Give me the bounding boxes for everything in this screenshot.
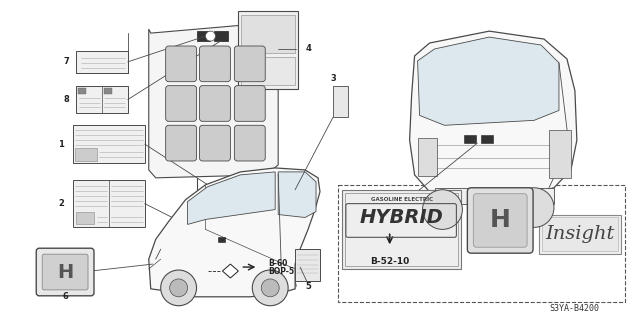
Text: B-52-10: B-52-10: [370, 257, 410, 266]
Text: B-60: B-60: [268, 259, 287, 268]
Circle shape: [205, 31, 216, 41]
Circle shape: [161, 270, 196, 306]
Bar: [549, 130, 571, 178]
Circle shape: [514, 188, 554, 228]
Bar: [218, 237, 225, 242]
Bar: [465, 135, 476, 143]
Text: 5: 5: [305, 282, 311, 292]
Polygon shape: [188, 172, 275, 224]
Text: 8: 8: [63, 95, 69, 104]
FancyBboxPatch shape: [42, 254, 88, 290]
Circle shape: [261, 279, 279, 297]
Bar: [539, 214, 621, 254]
Bar: [241, 15, 295, 53]
FancyBboxPatch shape: [166, 46, 196, 82]
Bar: [214, 31, 228, 41]
Text: 1: 1: [58, 140, 64, 148]
Bar: [76, 51, 128, 73]
FancyBboxPatch shape: [474, 194, 527, 247]
FancyBboxPatch shape: [234, 125, 265, 161]
Polygon shape: [278, 172, 316, 218]
FancyBboxPatch shape: [200, 46, 230, 82]
Text: 2: 2: [58, 199, 64, 208]
Bar: [333, 86, 348, 117]
Text: 3: 3: [330, 74, 336, 83]
Bar: [241, 57, 295, 85]
FancyBboxPatch shape: [166, 125, 196, 161]
Text: GASOLINE ELECTRIC: GASOLINE ELECTRIC: [371, 197, 433, 202]
Text: 4: 4: [306, 44, 312, 53]
Bar: [481, 135, 493, 143]
Polygon shape: [223, 264, 238, 278]
Bar: [76, 212, 94, 224]
Bar: [238, 11, 298, 89]
Bar: [73, 180, 145, 228]
Circle shape: [422, 190, 462, 229]
Text: S3YA-B4200: S3YA-B4200: [549, 304, 599, 313]
Bar: [73, 125, 145, 163]
Text: 6: 6: [62, 292, 68, 301]
Polygon shape: [148, 23, 278, 178]
Bar: [542, 218, 618, 251]
Circle shape: [252, 270, 288, 306]
Bar: [196, 31, 211, 41]
Bar: [338, 185, 625, 302]
Bar: [295, 249, 320, 281]
Circle shape: [170, 279, 188, 297]
FancyBboxPatch shape: [36, 248, 94, 296]
FancyBboxPatch shape: [467, 188, 533, 253]
Bar: [75, 148, 97, 161]
FancyBboxPatch shape: [234, 46, 265, 82]
Text: H: H: [57, 262, 73, 282]
Text: HYBRID: HYBRID: [360, 208, 444, 227]
Bar: [435, 188, 554, 204]
Bar: [345, 193, 458, 266]
Bar: [417, 138, 438, 176]
Bar: [104, 88, 112, 93]
Text: BOP-5: BOP-5: [268, 267, 294, 276]
Text: Insight: Insight: [545, 225, 614, 243]
Polygon shape: [417, 37, 559, 125]
Bar: [342, 190, 461, 269]
Text: H: H: [490, 208, 511, 232]
Text: 7: 7: [63, 57, 69, 66]
Bar: [76, 86, 128, 113]
FancyBboxPatch shape: [200, 125, 230, 161]
Polygon shape: [410, 31, 577, 204]
FancyBboxPatch shape: [200, 86, 230, 121]
Polygon shape: [148, 168, 320, 297]
Bar: [78, 88, 86, 93]
FancyBboxPatch shape: [234, 86, 265, 121]
FancyBboxPatch shape: [166, 86, 196, 121]
